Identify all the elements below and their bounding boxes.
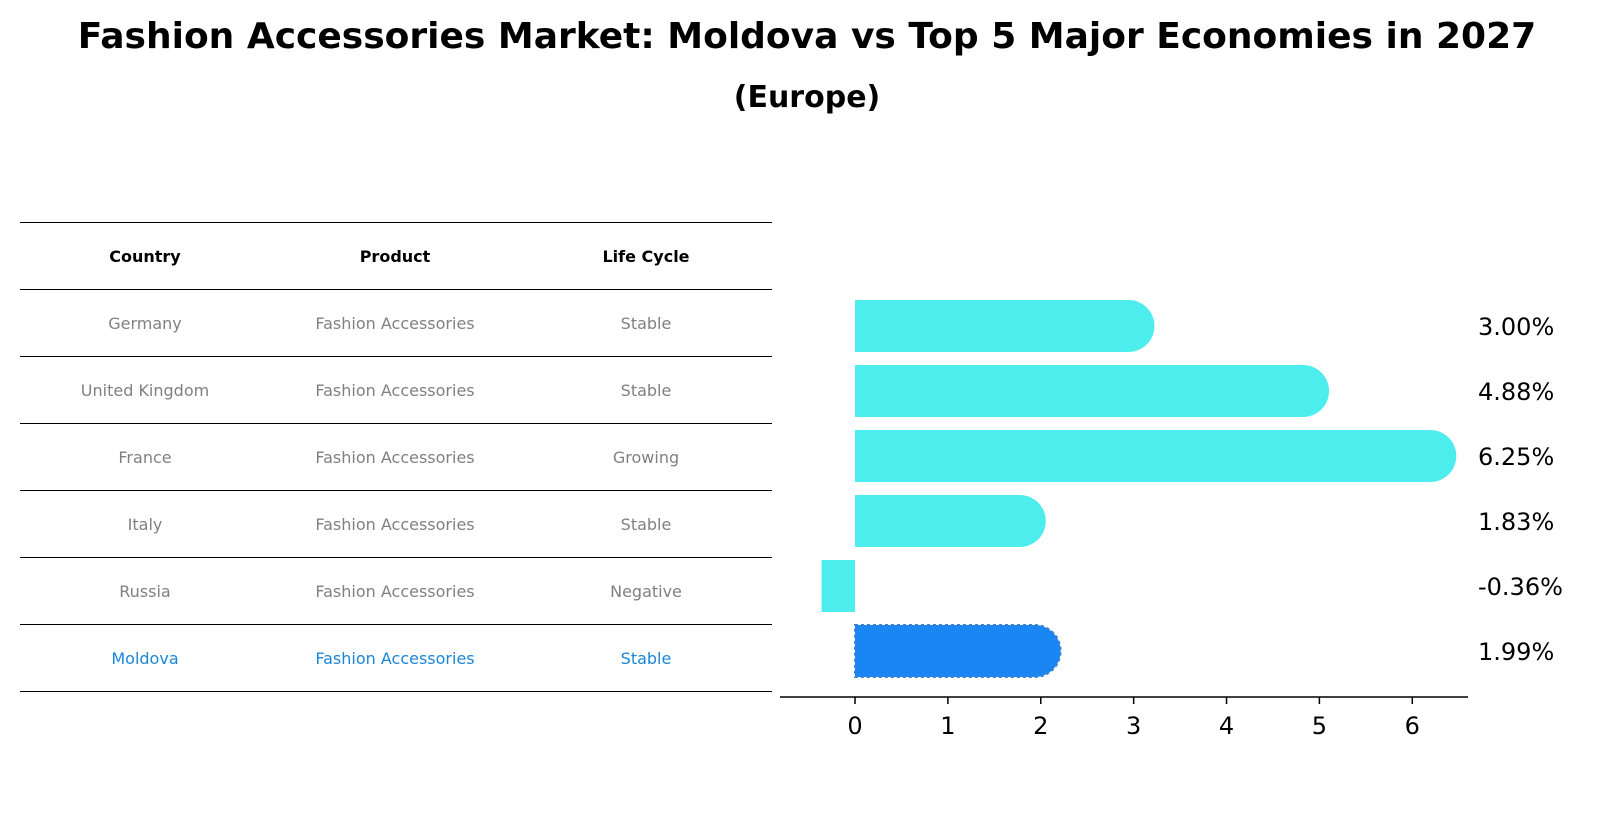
x-tick-label: 1 [940, 712, 955, 740]
x-tick-label: 6 [1405, 712, 1420, 740]
cell-life-cycle: Growing [520, 423, 772, 491]
cell-product: Fashion Accessories [270, 289, 520, 357]
value-label: 1.83% [1478, 508, 1554, 536]
cell-product: Fashion Accessories [270, 557, 520, 625]
cell-country: France [20, 423, 270, 491]
comparison-table: Country Product Life Cycle Germany Fashi… [20, 222, 772, 692]
x-tick-label: 2 [1033, 712, 1048, 740]
cell-product: Fashion Accessories [270, 624, 520, 692]
cell-country: Moldova [20, 624, 270, 692]
column-header-life-cycle: Life Cycle [520, 222, 772, 290]
bar [855, 365, 1330, 417]
column-header-country: Country [20, 222, 270, 290]
chart-title: Fashion Accessories Market: Moldova vs T… [77, 16, 1537, 57]
value-label: 6.25% [1478, 443, 1554, 471]
column-header-product: Product [270, 222, 520, 290]
table-row: Italy Fashion Accessories Stable [20, 490, 772, 558]
bar [855, 300, 1155, 352]
table-header-row: Country Product Life Cycle [20, 222, 772, 290]
table-row: United Kingdom Fashion Accessories Stabl… [20, 356, 772, 424]
cell-product: Fashion Accessories [270, 490, 520, 558]
cell-country: United Kingdom [20, 356, 270, 424]
chart-subtitle: (Europe) [733, 80, 881, 115]
x-tick-label: 4 [1219, 712, 1234, 740]
table-row: Germany Fashion Accessories Stable [20, 289, 772, 357]
table-row: France Fashion Accessories Growing [20, 423, 772, 491]
cell-life-cycle: Stable [520, 624, 772, 692]
bar [821, 560, 856, 612]
x-tick-label: 5 [1312, 712, 1327, 740]
bar-chart: 3.00% 4.88% 6.25% 1.83% -0.36% 1.99% 0 1 2 3 4 5 6 [780, 300, 1563, 740]
cell-product: Fashion Accessories [270, 423, 520, 491]
bar-highlighted [854, 624, 1062, 678]
x-tick-label: 3 [1126, 712, 1141, 740]
table-row-highlighted: Moldova Fashion Accessories Stable [20, 624, 772, 692]
cell-life-cycle: Stable [520, 289, 772, 357]
value-label: 1.99% [1478, 638, 1554, 666]
cell-country: Russia [20, 557, 270, 625]
cell-life-cycle: Stable [520, 490, 772, 558]
cell-product: Fashion Accessories [270, 356, 520, 424]
cell-life-cycle: Negative [520, 557, 772, 625]
value-label: 3.00% [1478, 313, 1554, 341]
cell-country: Italy [20, 490, 270, 558]
cell-country: Germany [20, 289, 270, 357]
x-tick-label: 0 [847, 712, 862, 740]
bar [855, 430, 1457, 482]
value-label: 4.88% [1478, 378, 1554, 406]
value-label: -0.36% [1478, 573, 1563, 601]
cell-life-cycle: Stable [520, 356, 772, 424]
bar [855, 495, 1046, 547]
table-row: Russia Fashion Accessories Negative [20, 557, 772, 625]
